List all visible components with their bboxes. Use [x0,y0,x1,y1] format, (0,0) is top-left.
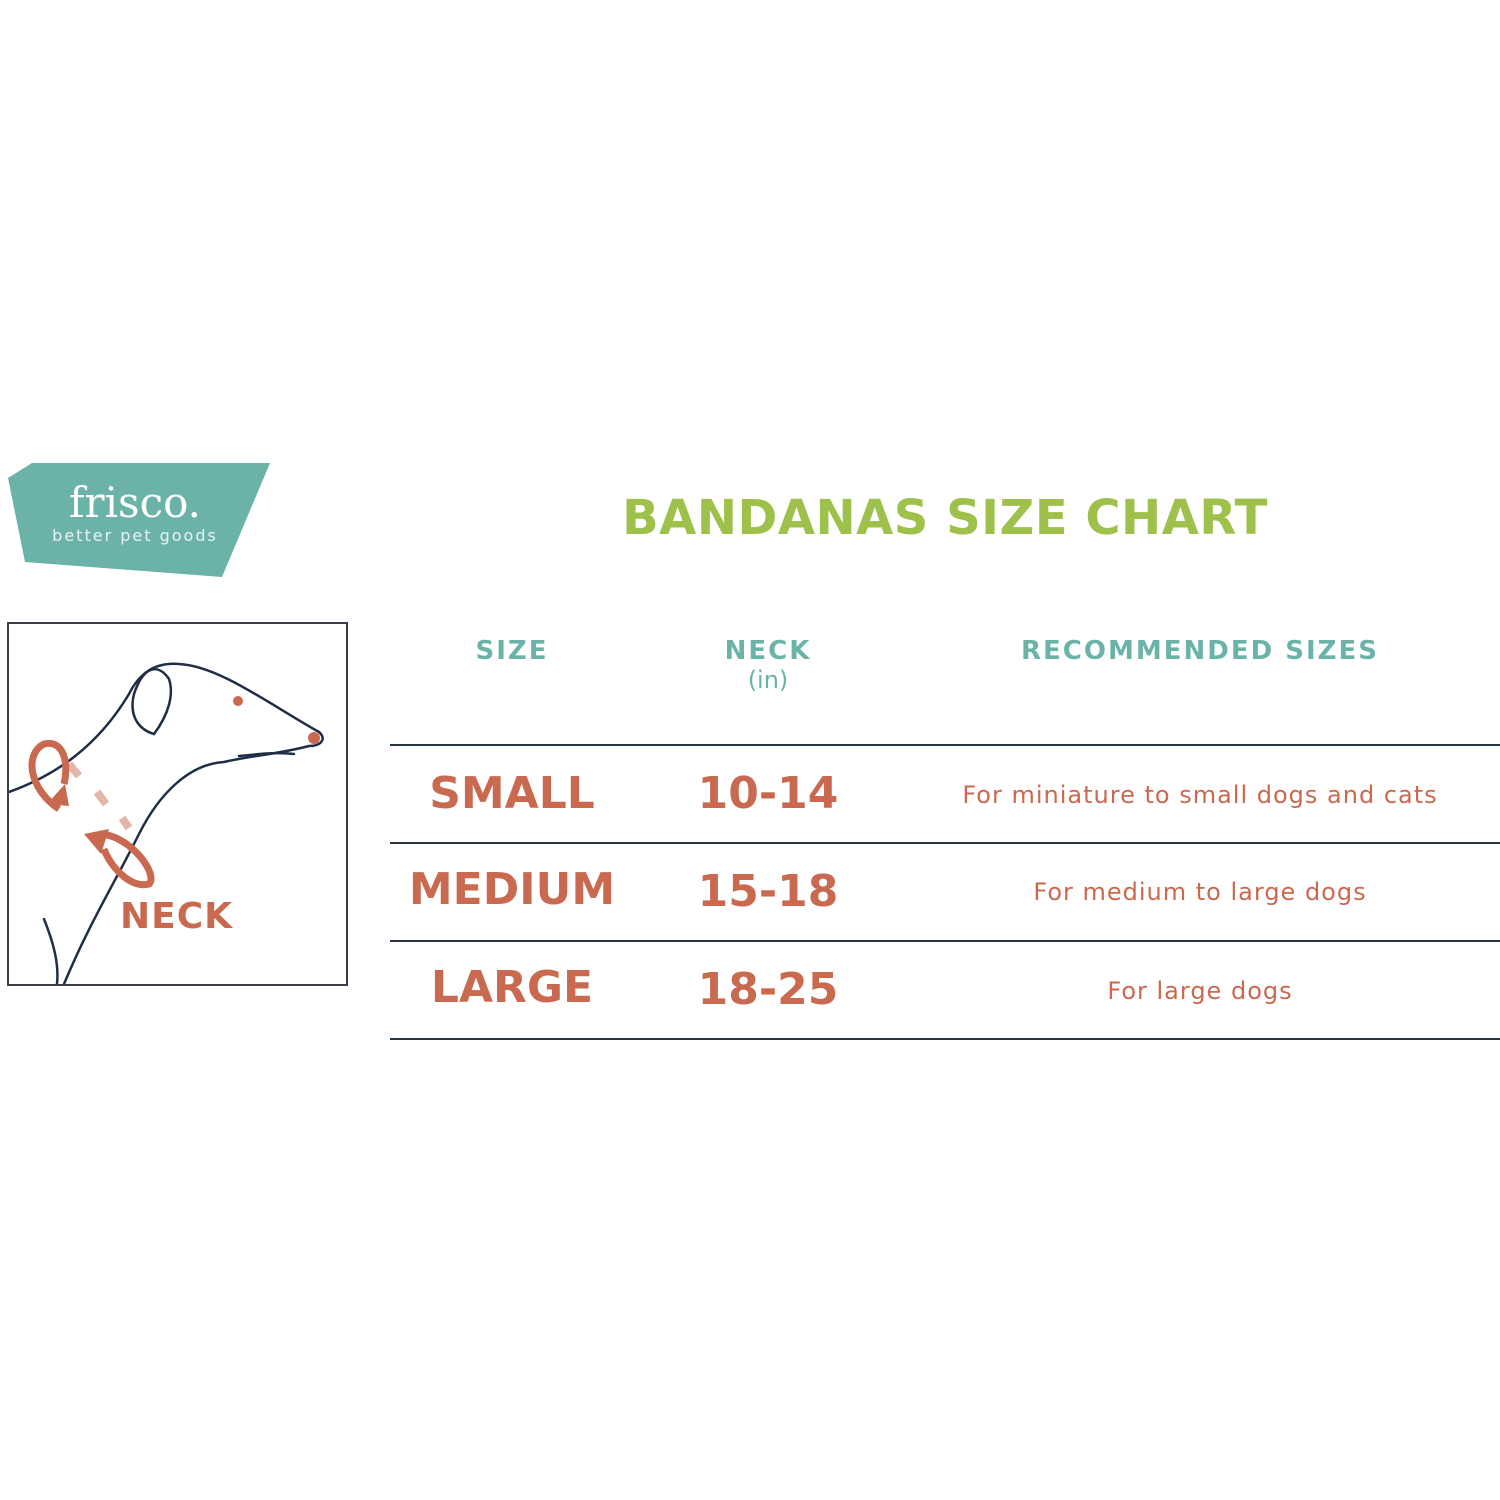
size-cell: MEDIUM [408,864,616,915]
table-rule [390,842,1500,844]
frisco-logo [8,463,270,577]
table-rule [390,940,1500,942]
header-neck: NECK [724,636,812,666]
recommended-cell: For medium to large dogs [1033,878,1367,906]
header-recommended: RECOMMENDED SIZES [1021,636,1379,666]
neck-label: NECK [120,896,234,937]
logo-tagline: better pet goods [52,526,218,545]
neck-cell: 10-14 [697,768,839,819]
table-rule [390,744,1500,746]
neck-cell: 15-18 [697,866,839,917]
recommended-cell: For miniature to small dogs and cats [962,781,1438,809]
dog-neck-illustration [7,622,348,986]
table-rule [390,1038,1500,1040]
recommended-cell: For large dogs [1107,977,1293,1005]
neck-cell: 18-25 [697,964,839,1015]
size-cell: SMALL [429,768,595,819]
logo-name: frisco. [68,478,202,527]
header-neck-unit: (in) [747,666,789,694]
page-title: BANDANAS SIZE CHART [622,490,1268,546]
header-size: SIZE [475,636,549,666]
size-cell: LARGE [430,962,594,1013]
dog-icon [7,662,324,986]
